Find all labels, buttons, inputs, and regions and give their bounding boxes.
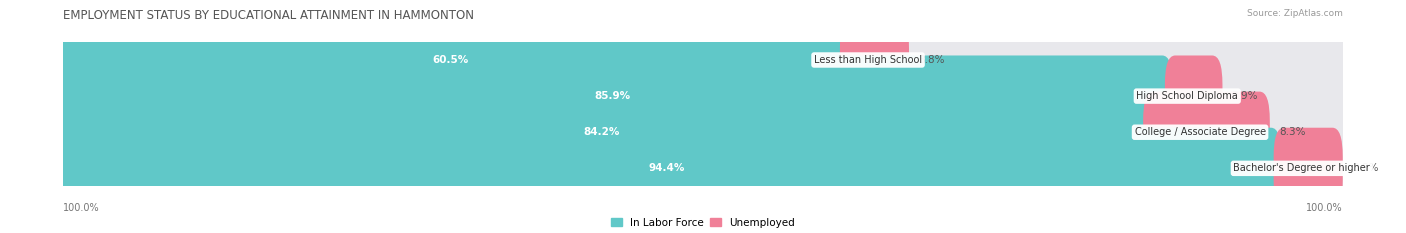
Text: 85.9%: 85.9%	[595, 91, 631, 101]
FancyBboxPatch shape	[53, 55, 1173, 137]
Text: Source: ZipAtlas.com: Source: ZipAtlas.com	[1247, 9, 1343, 18]
Text: 3.8%: 3.8%	[1351, 163, 1378, 173]
FancyBboxPatch shape	[53, 19, 848, 101]
FancyBboxPatch shape	[38, 61, 1368, 131]
FancyBboxPatch shape	[1166, 55, 1222, 137]
Text: 60.5%: 60.5%	[432, 55, 468, 65]
Text: 3.8%: 3.8%	[918, 55, 945, 65]
Legend: In Labor Force, Unemployed: In Labor Force, Unemployed	[612, 218, 794, 228]
FancyBboxPatch shape	[53, 128, 1353, 209]
Text: Bachelor's Degree or higher: Bachelor's Degree or higher	[1233, 163, 1371, 173]
Text: 100.0%: 100.0%	[1306, 203, 1343, 213]
FancyBboxPatch shape	[53, 55, 1353, 137]
Text: 8.3%: 8.3%	[1279, 127, 1305, 137]
Text: 100.0%: 100.0%	[63, 203, 100, 213]
Text: 94.4%: 94.4%	[650, 163, 685, 173]
Text: High School Diploma: High School Diploma	[1136, 91, 1239, 101]
Text: Less than High School: Less than High School	[814, 55, 922, 65]
Text: 2.9%: 2.9%	[1232, 91, 1258, 101]
FancyBboxPatch shape	[38, 133, 1368, 204]
FancyBboxPatch shape	[1143, 92, 1270, 173]
Text: College / Associate Degree: College / Associate Degree	[1135, 127, 1265, 137]
Text: 84.2%: 84.2%	[583, 127, 620, 137]
FancyBboxPatch shape	[839, 19, 910, 101]
Text: EMPLOYMENT STATUS BY EDUCATIONAL ATTAINMENT IN HAMMONTON: EMPLOYMENT STATUS BY EDUCATIONAL ATTAINM…	[63, 9, 474, 22]
FancyBboxPatch shape	[1274, 128, 1343, 209]
FancyBboxPatch shape	[38, 25, 1368, 95]
FancyBboxPatch shape	[53, 92, 1353, 173]
FancyBboxPatch shape	[38, 97, 1368, 168]
FancyBboxPatch shape	[53, 92, 1152, 173]
FancyBboxPatch shape	[53, 128, 1281, 209]
FancyBboxPatch shape	[53, 19, 1353, 101]
